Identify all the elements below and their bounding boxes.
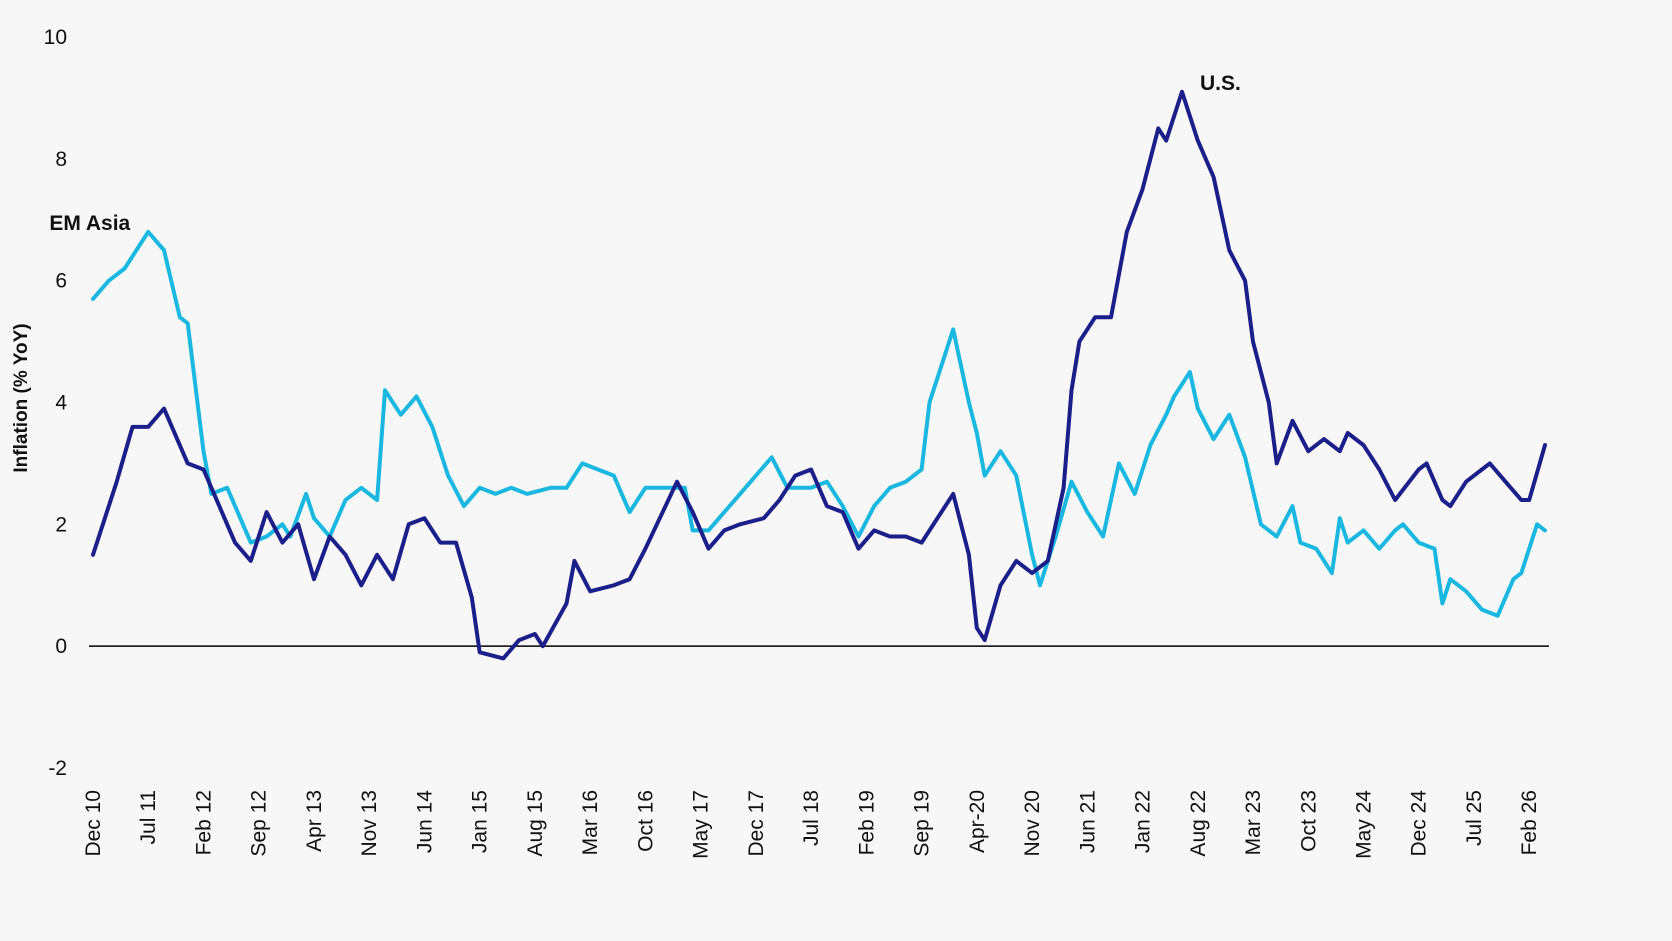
x-tick-label: May 24 [1353,790,1376,859]
x-tick-label: Feb 26 [1518,790,1541,855]
x-tick-label: Oct 23 [1297,790,1320,852]
x-tick-label: Jun 21 [1076,790,1099,853]
y-tick-label: 6 [55,270,67,293]
y-tick-label: 4 [55,392,67,415]
x-tick-label: Aug 22 [1187,790,1210,857]
x-tick-label: Nov 20 [1021,790,1044,857]
x-tick-label: Apr-20 [966,790,989,853]
y-tick-label: 2 [55,513,67,536]
x-tick-label: Sep 19 [911,790,934,857]
x-tick-label: Jun 14 [413,790,436,853]
x-tick-label: Mar 16 [579,790,602,855]
x-tick-label: May 17 [690,790,713,859]
x-tick-label: Jul 11 [137,790,160,844]
series-labels: U.S. EM Asia [49,72,1241,235]
x-tick-label: Nov 13 [358,790,381,857]
x-tick-label: Jul 18 [800,790,823,846]
x-tick-label: Feb 12 [193,790,216,855]
x-tick-label: Dec 10 [82,790,105,857]
series-label-em-asia: EM Asia [49,212,130,235]
y-tick-label: 8 [55,148,67,171]
y-tick-label: 10 [44,26,67,49]
x-tick-label: Feb 19 [855,790,878,855]
y-axis-label: Inflation (% YoY) [11,323,32,472]
series-lines [91,89,1547,661]
y-tick-label: -2 [48,757,67,780]
x-axis-ticks: Dec 10 Jul 11 Feb 12 Sep 12 Apr 13 Nov 13 Jun … [82,790,1541,859]
series-line-em-asia [91,229,1547,618]
x-tick-label: Oct 16 [634,790,657,852]
x-tick-label: Sep 12 [248,790,271,857]
x-tick-label: Jan 22 [1132,790,1155,853]
series-line-u-s [91,89,1547,661]
x-tick-label: Mar 23 [1242,790,1265,855]
x-tick-label: Apr 13 [303,790,326,852]
x-tick-label: Jan 15 [469,790,492,853]
y-tick-label: 0 [55,635,67,658]
y-axis-ticks: 10 8 6 4 2 0 -2 [44,26,68,780]
x-tick-label: Jul 25 [1463,790,1486,846]
x-tick-label: Dec 17 [745,790,768,857]
x-tick-label: Aug 15 [524,790,547,857]
x-tick-label: Dec 24 [1408,790,1431,857]
series-label-u-s: U.S. [1200,72,1241,95]
